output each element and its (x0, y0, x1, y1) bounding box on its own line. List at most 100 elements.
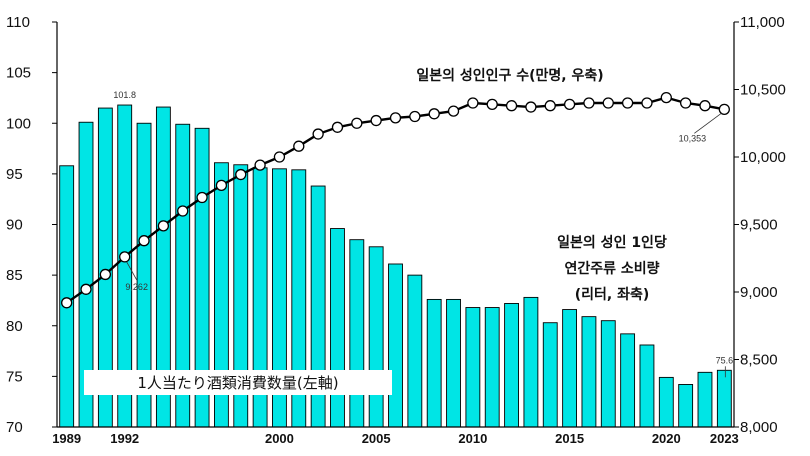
bar-1989 (59, 165, 75, 428)
bar-2009 (446, 298, 461, 428)
left-tick-label-80: 80 (6, 318, 23, 335)
line-point-1990 (80, 283, 92, 295)
legend-box (84, 370, 392, 395)
line-point-2016 (583, 97, 595, 109)
line-point-2015 (563, 98, 576, 110)
line-point-2000 (273, 151, 286, 163)
data-labels: 101.8 75.6 9,262 10,353 (113, 90, 734, 378)
line-point-1999 (254, 159, 266, 171)
left-tick-label-90: 90 (6, 217, 23, 234)
bar-2023 (716, 369, 732, 428)
bar-2019 (639, 344, 655, 428)
bar-2003 (330, 228, 345, 428)
x-tick-label-2015: 2015 (555, 431, 584, 446)
line-point-2017 (602, 97, 614, 109)
line-point-1993 (138, 235, 150, 247)
line-point-2001 (293, 140, 305, 152)
bar-series (59, 104, 732, 428)
bar-2007 (407, 274, 423, 428)
x-tick-label-2010: 2010 (458, 431, 487, 446)
line-point-1997 (215, 179, 228, 192)
line-point-2013 (525, 101, 537, 113)
line-point-1994 (157, 220, 170, 232)
line-point-2005 (370, 114, 382, 127)
line-point-2019 (641, 97, 653, 109)
line-point-2021 (679, 97, 692, 109)
line-point-2007 (409, 110, 421, 123)
right-tick-label-8,500: 8,500 (740, 352, 778, 369)
line-point-2018 (621, 97, 634, 109)
line-point-1996 (196, 191, 208, 204)
line-series (61, 91, 730, 309)
line-point-2006 (389, 112, 402, 124)
line-point-2020 (660, 91, 672, 104)
bar-2011 (484, 307, 500, 428)
line-point-1998 (235, 168, 247, 181)
bar-annotation-line-3: (리터, 좌축) (575, 287, 650, 303)
bar-2014 (542, 322, 558, 428)
bar-2004 (349, 239, 365, 428)
data-label-bar-2023: 75.6 (716, 355, 734, 365)
bar-2020 (658, 376, 674, 428)
right-tick-label-9,500: 9,500 (740, 217, 778, 234)
line-point-2012 (505, 100, 518, 112)
line-point-2009 (447, 105, 460, 117)
left-axis-ticks: 70 75 80 85 90 95 100 105 110 (6, 14, 57, 436)
right-tick-label-11,000: 11,000 (740, 14, 785, 31)
bar-annotation-line-1: 일본의 성인 1인당 (557, 234, 667, 251)
x-tick-label-2023: 2023 (710, 431, 739, 446)
data-label-line-1992: 9,262 (125, 282, 148, 292)
left-tick-label-70: 70 (6, 419, 23, 436)
line-point-1992 (119, 251, 131, 263)
left-tick-label-105: 105 (6, 65, 31, 82)
left-tick-label-110: 110 (6, 14, 30, 31)
x-tick-label-2005: 2005 (362, 431, 391, 446)
line-point-2010 (467, 97, 479, 109)
line-point-2004 (351, 117, 363, 129)
bar-2016 (581, 316, 597, 428)
data-label-line-2023: 10,353 (679, 133, 707, 143)
right-tick-label-10,500: 10,500 (740, 82, 786, 99)
bar-2013 (523, 296, 539, 428)
right-tick-label-10,000: 10,000 (740, 149, 786, 166)
line-point-1989 (61, 297, 73, 309)
right-axis-ticks: 8,000 8,500 9,000 9,500 10,000 10,500 11,000 (734, 14, 786, 436)
right-tick-label-8,000: 8,000 (740, 419, 778, 436)
line-point-2022 (699, 100, 711, 112)
bar-2012 (504, 303, 519, 428)
line-point-1995 (177, 205, 189, 217)
left-tick-label-100: 100 (6, 115, 31, 132)
left-tick-label-85: 85 (6, 267, 23, 284)
line-point-2003 (331, 121, 344, 133)
x-tick-label-2020: 2020 (652, 431, 681, 446)
line-point-1991 (99, 268, 112, 281)
left-tick-label-95: 95 (6, 166, 23, 183)
line-point-2011 (486, 98, 498, 110)
bar-2018 (620, 333, 636, 428)
data-label-leader-line-2023 (694, 113, 722, 134)
bar-2015 (562, 309, 577, 428)
bar-2006 (388, 263, 403, 428)
bar-2008 (426, 298, 442, 428)
x-tick-label-1989: 1989 (52, 431, 81, 446)
bar-2005 (368, 246, 384, 428)
x-tick-label-1992: 1992 (110, 431, 139, 446)
bar-2022 (697, 371, 713, 428)
legend-box-label: 1人当たり酒類消費数量(左軸) (137, 374, 338, 392)
data-label-leader-line-1992 (126, 261, 138, 281)
right-tick-label-9,000: 9,000 (740, 284, 778, 301)
line-point-2014 (544, 100, 556, 112)
bar-annotation-line-2: 연간주류 소비량 (564, 260, 659, 277)
left-tick-label-75: 75 (6, 368, 23, 385)
line-point-2002 (312, 128, 324, 140)
line-point-2023 (718, 103, 730, 115)
bar-2010 (465, 307, 481, 428)
bar-2021 (678, 384, 694, 428)
x-axis-ticks: 1989 1992 2000 2005 2010 2015 2020 2023 (52, 431, 739, 446)
bar-2017 (600, 320, 616, 428)
x-tick-label-2000: 2000 (265, 431, 294, 446)
data-label-bar-1992: 101.8 (113, 90, 136, 100)
line-series-annotation: 일본의 성인인구 수(만명, 우축) (416, 67, 603, 84)
line-point-2008 (428, 108, 440, 120)
